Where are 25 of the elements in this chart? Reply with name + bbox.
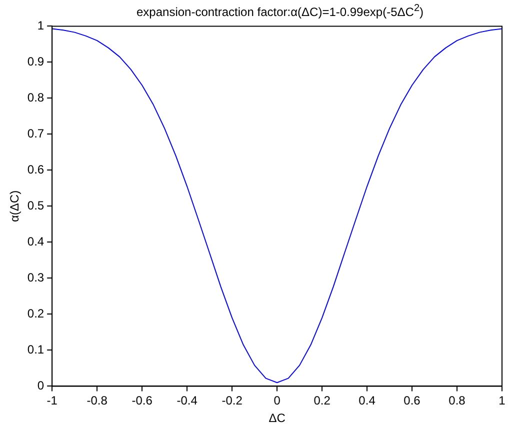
y-tick-label: 0 — [37, 378, 44, 393]
y-tick-label: 0.3 — [27, 270, 44, 285]
y-tick-label: 0.4 — [27, 234, 44, 249]
x-tick-label: -0.8 — [86, 394, 108, 408]
x-tick-label: 0.8 — [448, 394, 466, 408]
y-axis-title: α(ΔC) — [8, 190, 22, 222]
x-tick-label: 1 — [498, 394, 506, 408]
x-tick-label: 0.4 — [358, 394, 376, 408]
y-tick-label: 1 — [37, 18, 44, 33]
y-tick-label: 0.5 — [27, 198, 44, 213]
y-tick-label: 0.7 — [27, 126, 44, 141]
x-tick-label: -1 — [46, 394, 58, 408]
x-axis-title: ΔC — [268, 411, 286, 426]
chart-title: expansion-contraction factor:α(ΔC)=1-0.99exp(-5ΔC$^{2}$) — [136, 3, 424, 19]
x-tick-label: -0.6 — [132, 394, 153, 408]
y-tick-label: 0.2 — [27, 306, 44, 321]
x-tick-label: -0.4 — [176, 394, 198, 408]
y-tick-label: 0.9 — [27, 54, 44, 69]
x-tick-label: 0.2 — [314, 394, 331, 408]
x-tick-label: 0 — [274, 394, 281, 408]
y-tick-label: 0.6 — [27, 162, 44, 177]
x-tick-label: -0.2 — [222, 394, 243, 408]
y-tick-label: 0.1 — [27, 342, 44, 357]
y-tick-label: 0.8 — [27, 90, 44, 105]
x-tick-label: 0.6 — [404, 394, 421, 408]
